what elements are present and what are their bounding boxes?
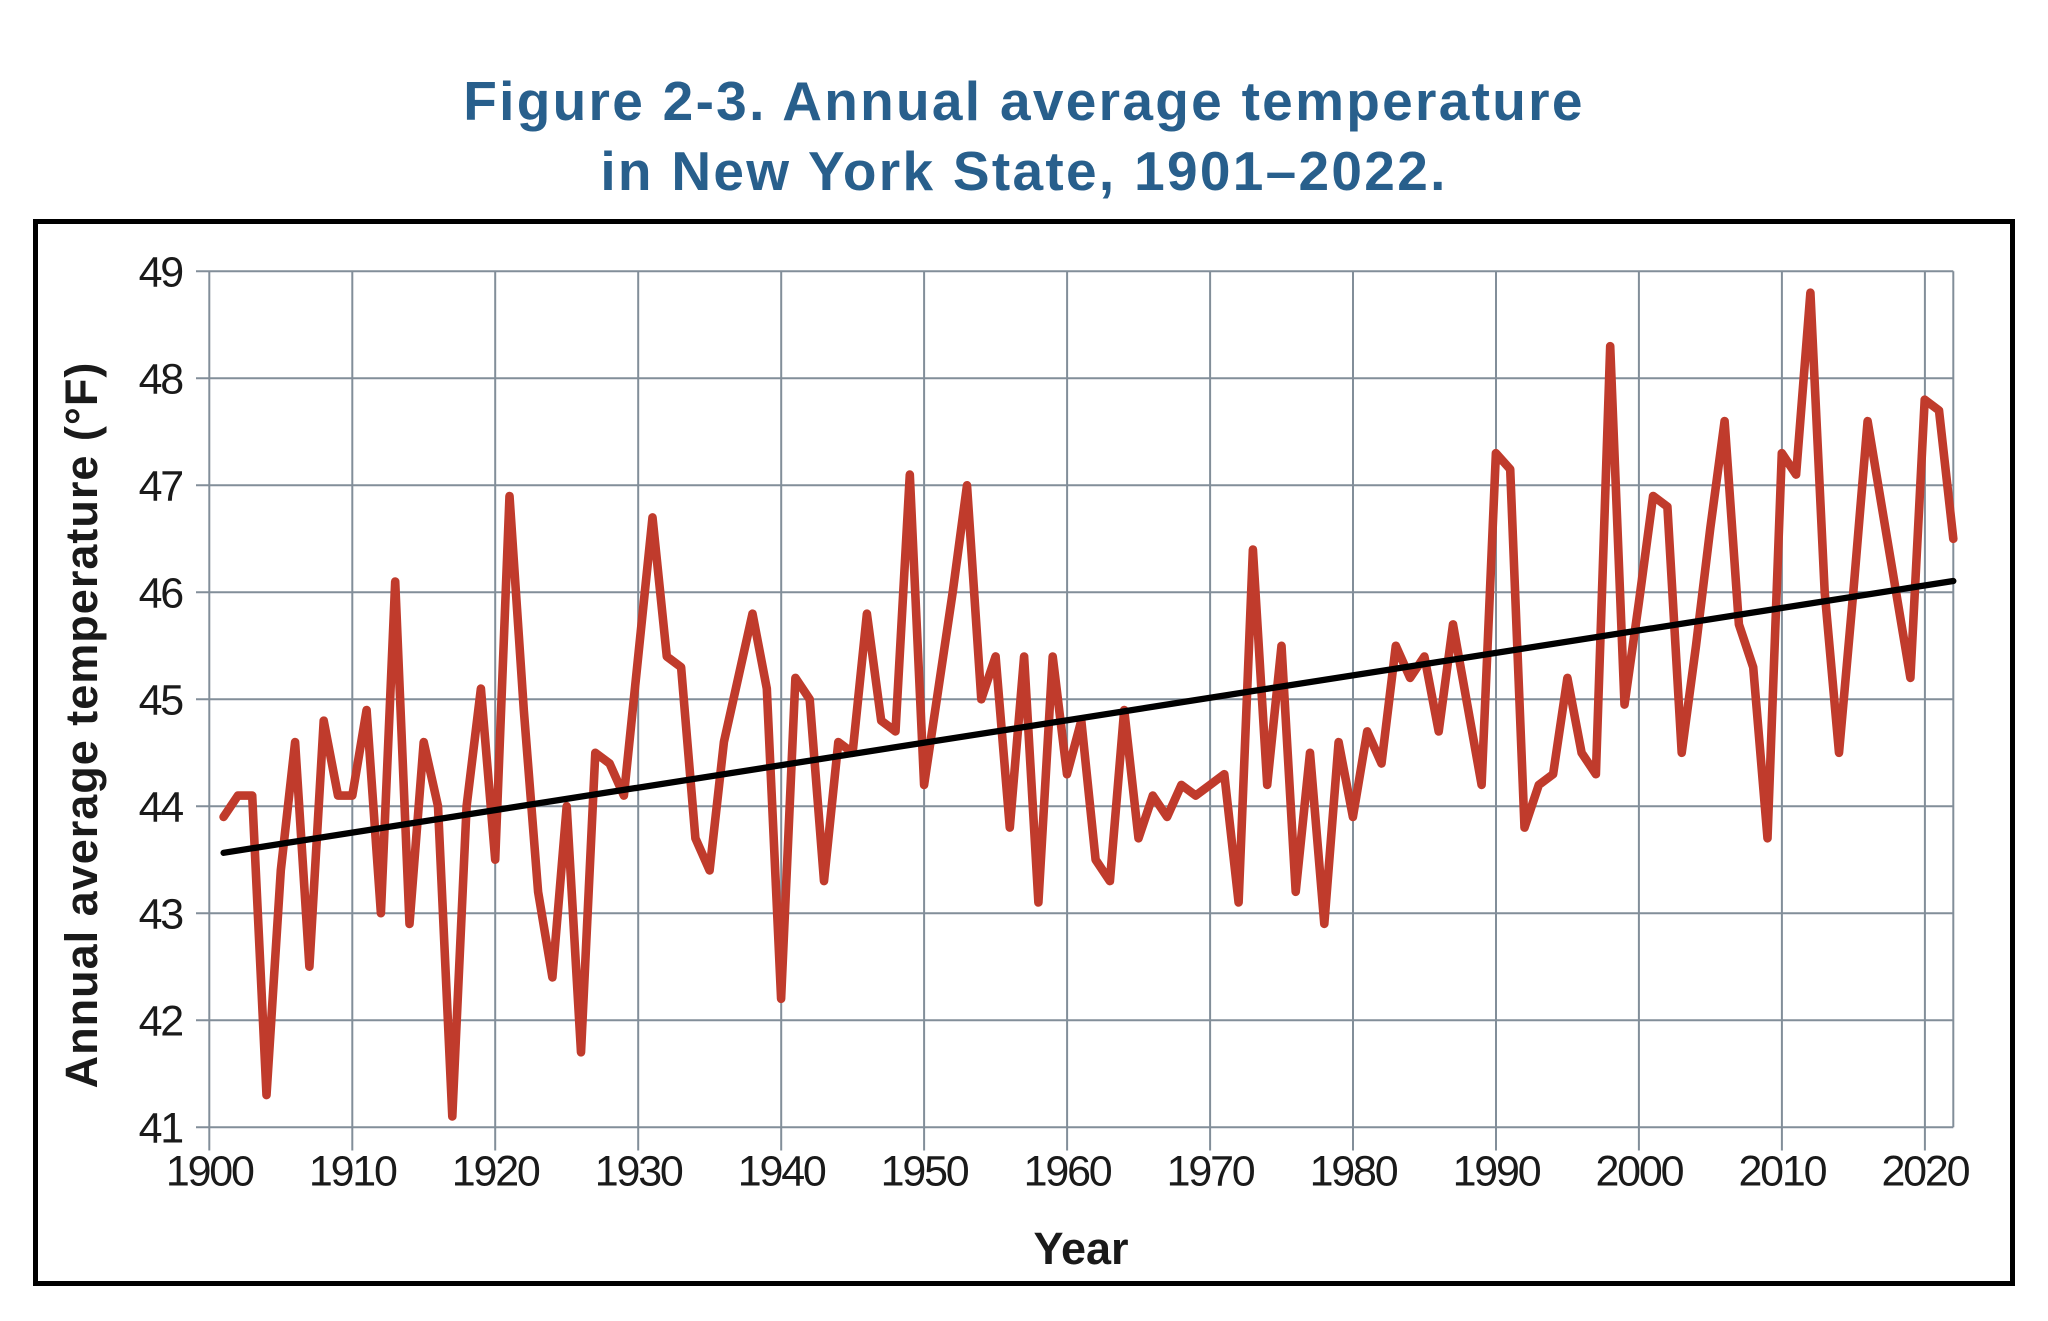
svg-text:48: 48 <box>139 356 184 404</box>
svg-text:1970: 1970 <box>1167 1148 1255 1196</box>
svg-text:Figure 2-3. Annual average tem: Figure 2-3. Annual average temperature <box>463 70 1585 132</box>
svg-text:1980: 1980 <box>1310 1148 1398 1196</box>
svg-text:1960: 1960 <box>1024 1148 1112 1196</box>
svg-text:1910: 1910 <box>309 1148 397 1196</box>
svg-text:49: 49 <box>139 249 183 297</box>
svg-text:1940: 1940 <box>738 1148 826 1196</box>
svg-text:1990: 1990 <box>1453 1148 1541 1196</box>
svg-text:2020: 2020 <box>1881 1148 1969 1196</box>
svg-text:46: 46 <box>139 570 184 618</box>
svg-text:1900: 1900 <box>166 1148 254 1196</box>
svg-text:44: 44 <box>139 784 184 832</box>
svg-text:42: 42 <box>139 998 183 1046</box>
svg-text:1950: 1950 <box>881 1148 969 1196</box>
svg-text:41: 41 <box>139 1105 183 1153</box>
svg-text:2000: 2000 <box>1595 1148 1683 1196</box>
svg-text:47: 47 <box>139 463 183 511</box>
svg-text:2010: 2010 <box>1738 1148 1826 1196</box>
svg-text:45: 45 <box>139 677 184 725</box>
svg-text:in New York State, 1901–2022.: in New York State, 1901–2022. <box>600 140 1447 202</box>
svg-text:Annual average temperature (°F: Annual average temperature (°F) <box>56 362 107 1089</box>
svg-text:Year: Year <box>1033 1223 1128 1274</box>
svg-text:43: 43 <box>139 891 184 939</box>
svg-text:1930: 1930 <box>595 1148 683 1196</box>
svg-text:1920: 1920 <box>452 1148 540 1196</box>
